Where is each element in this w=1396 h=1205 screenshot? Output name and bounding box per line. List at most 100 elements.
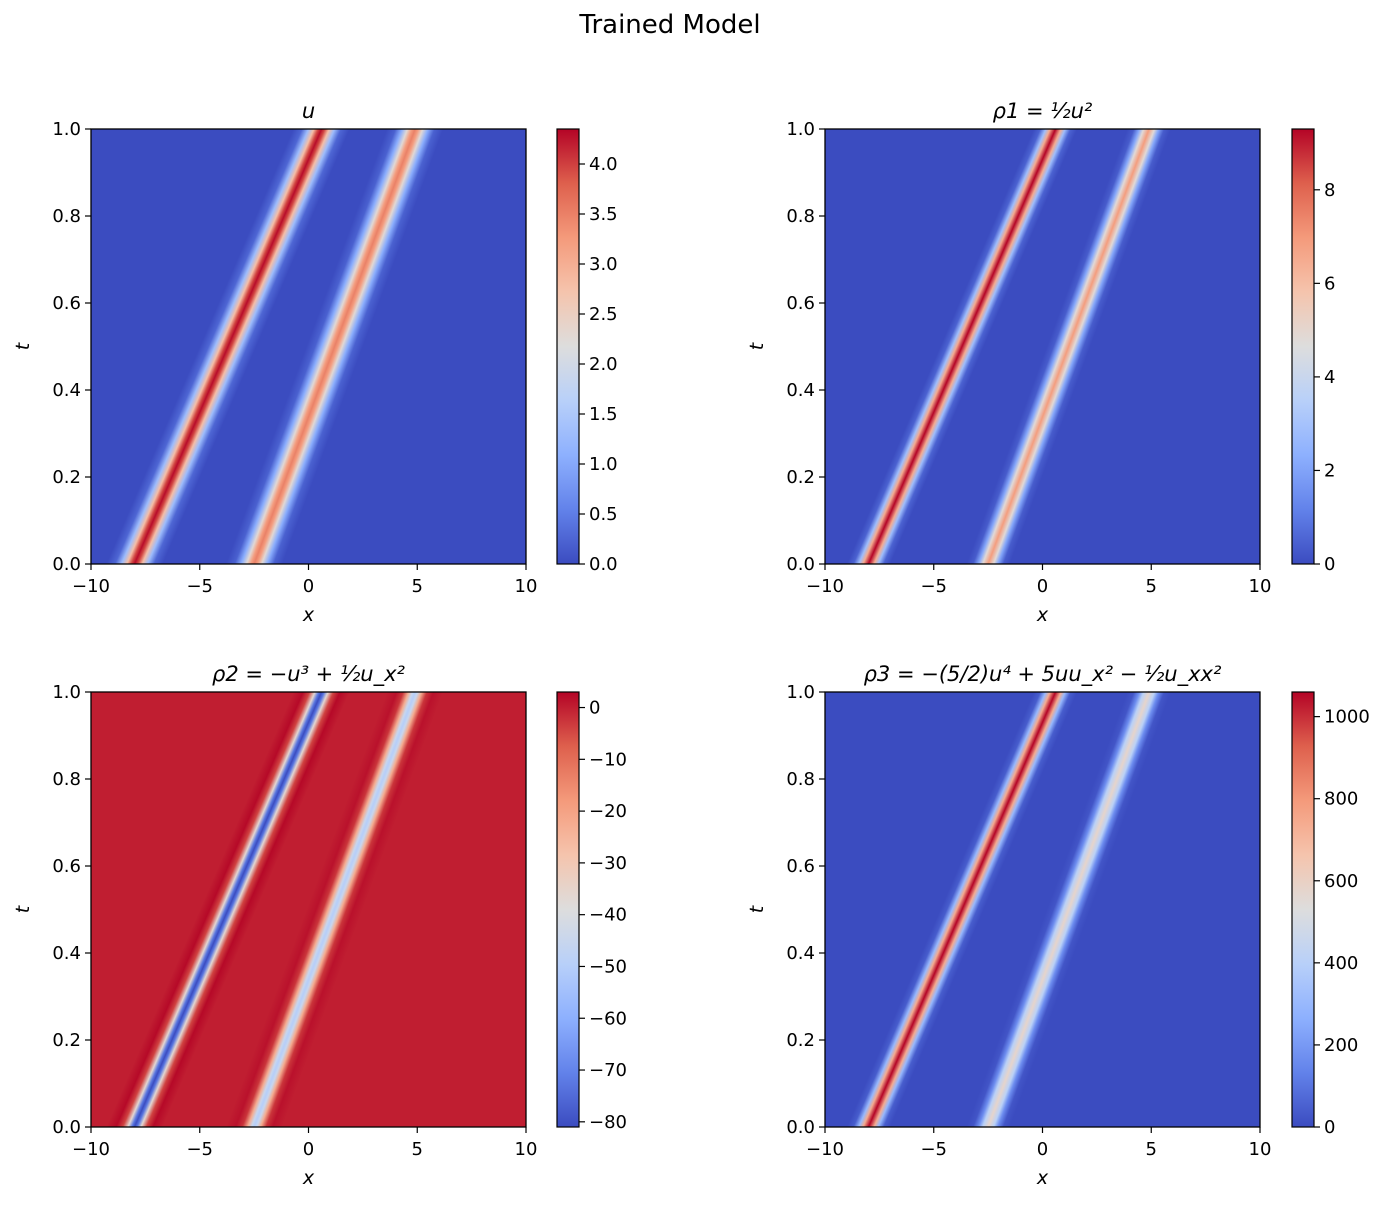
y-ticks: 0.0 0.2 0.4 0.6 0.8 1.0	[786, 119, 825, 575]
y-tick-label: 1.0	[786, 119, 815, 140]
colorbar-tick-label: 0.0	[589, 554, 618, 575]
y-tick-label: 0.8	[786, 206, 815, 227]
x-tick-label: 5	[412, 576, 423, 597]
x-tick-label: −10	[806, 576, 844, 597]
x-axis-label: x	[302, 604, 315, 626]
colorbar-tick-label: 2	[1324, 460, 1335, 481]
colorbar-tick-label: 400	[1324, 953, 1358, 974]
soliton-band	[106, 692, 350, 1127]
y-tick-label: 0.6	[52, 856, 81, 877]
colorbar-tick-label: 8	[1324, 180, 1335, 201]
colorbar-frame	[1291, 691, 1315, 1128]
x-tick-label: −5	[920, 1139, 947, 1160]
colorbar-tick-label: 1.5	[589, 404, 618, 425]
colorbar-tick-label: −40	[589, 905, 627, 926]
heatmap-bands	[106, 692, 444, 1127]
colorbar-ticks: 0 −10 −20 −30 −40 −50 −60 −70 −80	[579, 698, 627, 1133]
soliton-band	[846, 692, 1078, 1127]
colorbar-frame	[556, 128, 580, 565]
soliton-band	[966, 692, 1171, 1127]
y-tick-label: 0.2	[52, 1030, 81, 1051]
x-tick-label: −10	[72, 576, 110, 597]
colorbar-tick-label: 3.0	[589, 254, 618, 275]
colorbar-tick-label: 0	[1324, 1117, 1335, 1138]
x-tick-label: 10	[1249, 1139, 1272, 1160]
x-tick-label: −10	[806, 1139, 844, 1160]
y-tick-label: 0.0	[786, 1117, 815, 1138]
y-axis-label: t	[746, 904, 768, 913]
colorbar-tick-label: 1.0	[589, 454, 618, 475]
panel-rho1: −10 −5 0 5 10 0.00.20.40.60.81.0 ρ1 = ½u² x …	[746, 99, 1335, 626]
x-tick-label: −5	[920, 576, 947, 597]
x-tick-label: 0	[1037, 576, 1048, 597]
colorbar	[1292, 129, 1314, 564]
x-tick-label: 0	[303, 1139, 314, 1160]
colorbar	[557, 129, 579, 564]
soliton-band	[106, 129, 350, 564]
colorbar-tick-label: 0	[1324, 554, 1335, 575]
y-ticks: 0.0 0.2 0.4 0.6 0.8 1.0	[786, 682, 825, 1138]
colorbar-tick-label: −70	[589, 1060, 627, 1081]
panel-title: ρ1 = ½u²	[993, 99, 1093, 123]
colorbar-tick-label: −30	[589, 853, 627, 874]
colorbar-tick-label: −60	[589, 1008, 627, 1029]
x-tick-label: 10	[515, 1139, 538, 1160]
colorbar-tick-label: 0.5	[589, 504, 618, 525]
y-ticks: 0.0 0.2 0.4 0.6 0.8 1.0	[52, 682, 91, 1138]
colorbar-frame	[1291, 128, 1315, 565]
x-tick-label: 10	[515, 576, 538, 597]
x-ticks: −10 −5 0 5 10	[806, 1127, 1271, 1160]
colorbar-tick-label: 1000	[1324, 707, 1370, 728]
colorbar-tick-label: 800	[1324, 789, 1358, 810]
y-tick-label: 1.0	[786, 682, 815, 703]
y-tick-label: 0.4	[52, 943, 81, 964]
x-ticks: −10 −5 0 5 10	[72, 1127, 537, 1160]
y-tick-label: 0.4	[786, 943, 815, 964]
x-tick-label: 5	[412, 1139, 423, 1160]
colorbar-tick-label: 600	[1324, 871, 1358, 892]
x-tick-label: 5	[1146, 1139, 1157, 1160]
y-ticks: 0.0 0.2 0.4 0.6 0.8 1.0	[52, 119, 91, 575]
colorbar-tick-label: 0	[589, 698, 600, 719]
y-tick-label: 0.6	[52, 293, 81, 314]
y-tick-label: 0.2	[786, 1030, 815, 1051]
x-tick-label: −5	[186, 1139, 213, 1160]
colorbar-ticks: 0 200 400 600 800 1000	[1314, 707, 1370, 1138]
y-tick-label: 1.0	[52, 682, 81, 703]
y-tick-label: 0.8	[786, 769, 815, 790]
x-tick-label: 5	[1146, 576, 1157, 597]
y-tick-label: 0.8	[52, 769, 81, 790]
panel-title: ρ2 = −u³ + ½u_x²	[212, 662, 405, 687]
x-ticks: −10 −5 0 5 10	[72, 564, 537, 597]
colorbar-tick-label: −50	[589, 956, 627, 977]
y-tick-label: 0.4	[786, 380, 815, 401]
x-tick-label: −10	[72, 1139, 110, 1160]
colorbar-tick-label: −80	[589, 1112, 627, 1133]
colorbar-tick-label: 6	[1324, 273, 1335, 294]
colorbar-ticks: 0.0 0.5 1.0 1.5 2.0 2.5 3.0 3.5 4.0	[579, 154, 618, 575]
colorbar	[1292, 692, 1314, 1127]
panel-title: ρ3 = −(5/2)u⁴ + 5uu_x² − ½u_xx²	[864, 662, 1222, 687]
colorbar	[557, 692, 579, 1127]
colorbar-tick-label: −10	[589, 749, 627, 770]
colorbar-tick-label: −20	[589, 801, 627, 822]
heatmap-bands	[106, 129, 444, 564]
x-axis-label: x	[1036, 604, 1049, 626]
x-tick-label: 10	[1249, 576, 1272, 597]
y-tick-label: 0.6	[786, 856, 815, 877]
panel-rho3: −10 −5 0 5 10 0.0 0.2 0.4 0.6 0.8 1.0 ρ3 = −(5/2)…	[746, 662, 1370, 1189]
y-tick-label: 0.6	[786, 293, 815, 314]
colorbar-tick-label: 3.5	[589, 204, 618, 225]
y-tick-label: 1.0	[52, 119, 81, 140]
colorbar-frame	[556, 691, 580, 1128]
x-ticks: −10 −5 0 5 10	[806, 564, 1271, 597]
heatmap-bands	[846, 129, 1171, 564]
panel-title: u	[302, 99, 315, 123]
y-tick-label: 0.0	[52, 554, 81, 575]
soliton-band	[225, 129, 444, 564]
soliton-band	[846, 129, 1078, 564]
figure-title: Trained Model	[579, 10, 761, 40]
soliton-band	[966, 129, 1171, 564]
panel-rho2: −10 −5 0 5 10 0.00.20.40.60.81.0 ρ2 = −u³ + …	[12, 662, 627, 1189]
